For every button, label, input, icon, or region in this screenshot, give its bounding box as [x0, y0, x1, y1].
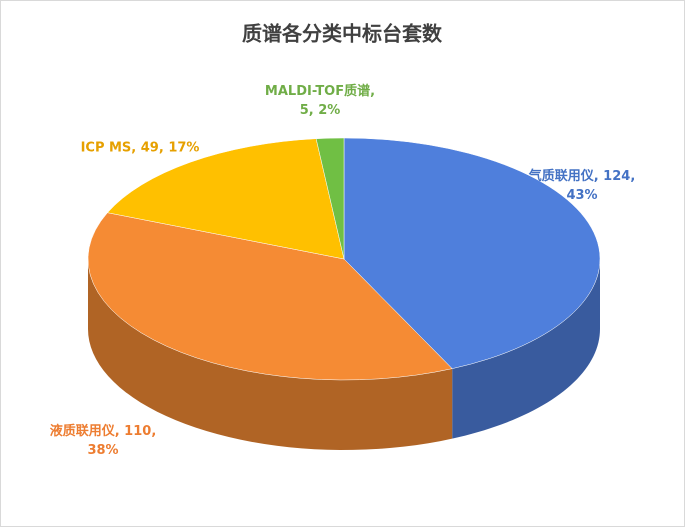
- chart-title: 质谱各分类中标台套数: [242, 22, 443, 46]
- label-line: 5, 2%: [300, 103, 341, 118]
- slice-side: [88, 259, 453, 450]
- label-line: 气质联用仪, 124,: [529, 168, 636, 184]
- slice: [107, 138, 345, 260]
- label-line: 液质联用仪, 110,: [50, 423, 157, 439]
- label-line: 38%: [87, 443, 118, 458]
- slice: [343, 137, 601, 369]
- pie-sides: [88, 259, 600, 450]
- data-label: MALDI-TOF质谱, 5, 2%: [265, 83, 375, 118]
- data-label: 液质联用仪, 110, 38%: [50, 423, 157, 458]
- slice-side: [452, 259, 600, 439]
- slice: [87, 212, 453, 381]
- label-line: 43%: [566, 188, 597, 203]
- labels: 气质联用仪, 124, 43% 液质联用仪, 110, 38% ICP MS, 49, …: [50, 83, 636, 458]
- data-label: 气质联用仪, 124, 43%: [529, 168, 636, 203]
- label-line: MALDI-TOF质谱,: [265, 83, 375, 99]
- data-label: ICP MS, 49, 17%: [81, 141, 200, 156]
- pie-tops: [87, 137, 601, 381]
- slice: [315, 137, 345, 260]
